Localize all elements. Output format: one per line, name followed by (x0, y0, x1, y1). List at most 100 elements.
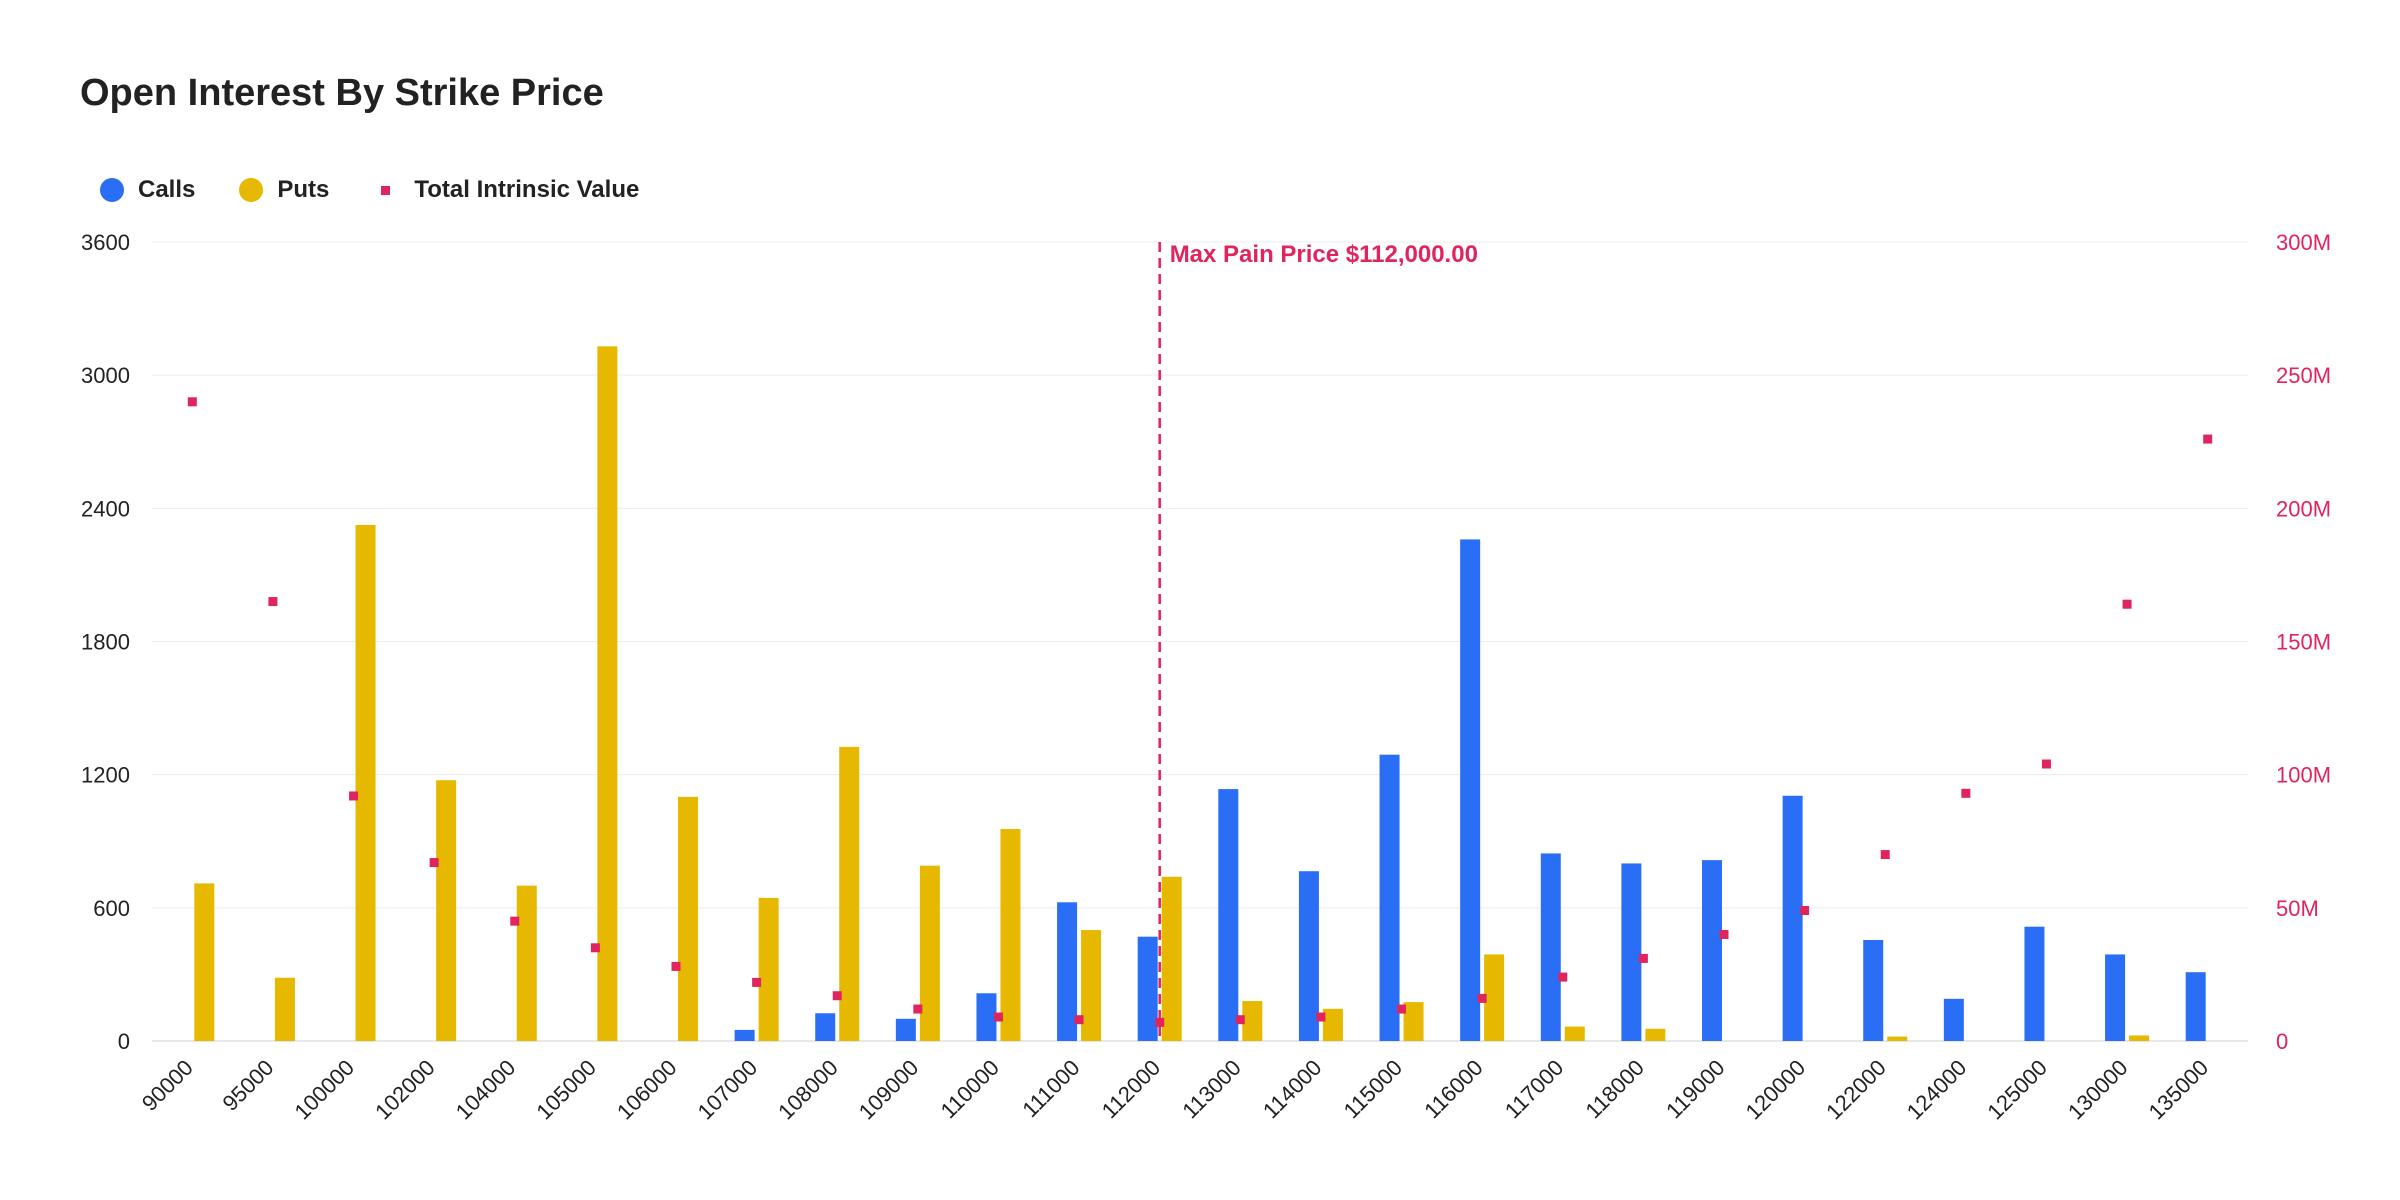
point-intrinsic-120000 (1800, 905, 1810, 915)
bar-puts-100000 (355, 524, 376, 1041)
x-tick-label: 108000 (773, 1055, 843, 1125)
x-tick-label: 95000 (218, 1055, 279, 1116)
point-intrinsic-111000 (1074, 1015, 1084, 1025)
legend-item-calls[interactable]: Calls (100, 176, 195, 204)
bar-calls-112000 (1137, 936, 1158, 1041)
bar-puts-118000 (1645, 1028, 1666, 1041)
bar-calls-107000 (734, 1029, 755, 1041)
bar-puts-114000 (1322, 1008, 1343, 1041)
y-right-tick-label: 0 (2276, 1029, 2288, 1054)
y-right-tick-label: 50M (2276, 896, 2319, 921)
y-right-tick-label: 250M (2276, 363, 2331, 388)
y-left-tick-label: 2400 (81, 496, 130, 521)
bar-calls-114000 (1298, 871, 1319, 1041)
x-tick-label: 119000 (1661, 1055, 1729, 1123)
x-tick-label: 114000 (1258, 1055, 1326, 1123)
point-intrinsic-125000 (2041, 759, 2051, 769)
x-tick-label: 117000 (1500, 1055, 1568, 1123)
x-tick-label: 113000 (1177, 1055, 1245, 1123)
bar-puts-106000 (678, 796, 698, 1041)
point-intrinsic-124000 (1961, 788, 1971, 798)
y-right-tick-label: 100M (2276, 763, 2331, 788)
y-right-tick-label: 200M (2276, 496, 2331, 521)
y-right-tick-label: 150M (2276, 630, 2331, 655)
legend-label-intrinsic: Total Intrinsic Value (414, 176, 640, 203)
bar-puts-111000 (1081, 930, 1102, 1041)
y-left-tick-label: 1200 (81, 763, 130, 788)
legend-swatch-puts (239, 178, 264, 202)
point-intrinsic-90000 (187, 397, 197, 407)
y-left-tick-label: 3600 (81, 230, 130, 255)
bar-calls-117000 (1540, 853, 1561, 1041)
bar-calls-109000 (895, 1018, 916, 1041)
x-tick-label: 100000 (289, 1055, 359, 1125)
bar-calls-124000 (1943, 998, 1964, 1041)
legend-item-intrinsic[interactable]: Total Intrinsic Value (373, 176, 639, 204)
bar-puts-110000 (1000, 829, 1021, 1041)
point-intrinsic-118000 (1638, 953, 1648, 963)
bar-puts-122000 (1887, 1036, 1908, 1041)
point-intrinsic-130000 (2122, 599, 2132, 609)
bar-calls-111000 (1057, 902, 1078, 1041)
y-left-tick-label: 0 (118, 1029, 130, 1054)
bar-puts-109000 (919, 865, 940, 1041)
point-intrinsic-117000 (1558, 972, 1568, 982)
x-tick-label: 102000 (370, 1055, 440, 1125)
bar-calls-115000 (1379, 754, 1400, 1041)
point-intrinsic-95000 (268, 597, 278, 607)
point-intrinsic-119000 (1719, 929, 1729, 939)
x-tick-label: 115000 (1339, 1055, 1407, 1123)
point-intrinsic-122000 (1880, 850, 1890, 860)
legend-item-puts[interactable]: Puts (239, 176, 329, 204)
x-tick-label: 120000 (1741, 1055, 1811, 1125)
bar-puts-102000 (436, 780, 457, 1041)
point-intrinsic-107000 (752, 977, 762, 987)
x-tick-label: 122000 (1821, 1055, 1891, 1125)
bar-puts-130000 (2129, 1035, 2150, 1041)
legend-swatch-intrinsic (381, 185, 391, 195)
point-intrinsic-105000 (590, 943, 600, 953)
y-left-tick-label: 1800 (81, 630, 130, 655)
bar-calls-116000 (1460, 539, 1481, 1041)
point-intrinsic-102000 (429, 858, 439, 868)
x-tick-label: 104000 (451, 1055, 521, 1125)
x-tick-label: 105000 (531, 1055, 601, 1125)
bar-puts-107000 (758, 897, 779, 1041)
bar-puts-104000 (516, 885, 537, 1041)
legend-swatch-calls (100, 178, 124, 202)
point-intrinsic-113000 (1235, 1015, 1245, 1025)
legend-label-puts: Puts (277, 176, 330, 203)
bar-puts-112000 (1161, 876, 1182, 1041)
bar-calls-113000 (1218, 789, 1239, 1041)
bar-calls-119000 (1702, 860, 1722, 1041)
x-tick-label: 106000 (612, 1055, 682, 1125)
x-tick-label: 118000 (1580, 1055, 1648, 1123)
bar-calls-120000 (1782, 795, 1803, 1041)
bar-calls-108000 (815, 1013, 836, 1041)
x-tick-label: 110000 (936, 1055, 1004, 1123)
point-intrinsic-115000 (1397, 1004, 1407, 1014)
bar-calls-122000 (1863, 940, 1884, 1041)
bar-puts-95000 (274, 977, 295, 1041)
point-intrinsic-104000 (510, 916, 520, 926)
x-tick-label: 107000 (693, 1055, 763, 1125)
x-tick-label: 112000 (1097, 1055, 1165, 1123)
bar-calls-125000 (2024, 926, 2045, 1041)
bar-puts-116000 (1484, 954, 1505, 1041)
bar-calls-135000 (2185, 972, 2206, 1041)
bar-calls-110000 (976, 993, 997, 1041)
y-left-tick-label: 600 (93, 896, 130, 921)
bar-puts-113000 (1242, 1001, 1263, 1041)
bar-calls-118000 (1621, 863, 1642, 1041)
point-intrinsic-116000 (1477, 993, 1487, 1003)
point-intrinsic-100000 (349, 791, 359, 801)
x-tick-label: 135000 (2144, 1055, 2214, 1125)
max-pain-label: Max Pain Price $112,000.00 (1170, 241, 1478, 268)
x-tick-label: 130000 (2063, 1055, 2133, 1125)
y-left-tick-label: 3000 (81, 363, 130, 388)
point-intrinsic-112000 (1155, 1017, 1165, 1027)
bar-puts-90000 (194, 883, 215, 1041)
bar-calls-130000 (2105, 954, 2126, 1041)
